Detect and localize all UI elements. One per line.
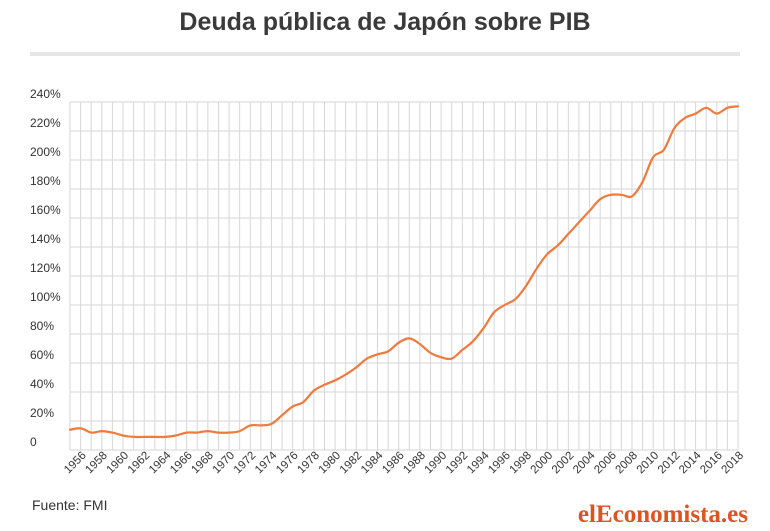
x-tick-label: 1996 bbox=[486, 450, 513, 477]
y-tick-label: 240% bbox=[30, 87, 61, 101]
y-tick-label: 100% bbox=[30, 290, 61, 304]
chart-title: Deuda pública de Japón sobre PIB bbox=[179, 8, 591, 36]
x-tick-label: 1998 bbox=[507, 450, 534, 477]
x-tick-label: 1960 bbox=[105, 450, 132, 477]
x-tick-label: 1956 bbox=[62, 450, 89, 477]
source-note: Fuente: FMI bbox=[32, 497, 108, 513]
y-tick-label: 160% bbox=[30, 203, 61, 217]
y-tick-label: 0 bbox=[30, 435, 37, 449]
x-tick-label: 1990 bbox=[423, 450, 450, 477]
x-tick-label: 2010 bbox=[635, 450, 662, 477]
x-tick-label: 1980 bbox=[317, 450, 344, 477]
x-tick-label: 1994 bbox=[465, 449, 492, 476]
x-tick-label: 1974 bbox=[253, 449, 280, 476]
x-tick-label: 1962 bbox=[126, 450, 153, 477]
x-tick-label: 1964 bbox=[147, 449, 174, 476]
y-tick-label: 180% bbox=[30, 174, 61, 188]
debt-series-line bbox=[68, 105, 740, 439]
x-tick-label: 2018 bbox=[720, 450, 747, 477]
x-tick-label: 1972 bbox=[232, 450, 259, 477]
x-axis-ticks: 1956195819601962196419661968197019721974… bbox=[62, 449, 746, 476]
y-tick-label: 40% bbox=[30, 377, 54, 391]
x-tick-label: 2004 bbox=[571, 449, 598, 476]
x-tick-label: 2008 bbox=[614, 450, 641, 477]
x-tick-label: 1986 bbox=[380, 450, 407, 477]
x-tick-label: 1958 bbox=[83, 450, 110, 477]
x-tick-label: 1978 bbox=[295, 450, 322, 477]
y-tick-label: 120% bbox=[30, 261, 61, 275]
x-tick-label: 2014 bbox=[677, 449, 704, 476]
x-tick-label: 1982 bbox=[338, 450, 365, 477]
x-tick-label: 1970 bbox=[211, 450, 238, 477]
x-tick-label: 1968 bbox=[189, 450, 216, 477]
y-axis-ticks: 0 20% 40% 60% 80% 100% 120% 140% 160% 180% 200% 220… bbox=[30, 87, 61, 449]
x-tick-label: 2012 bbox=[656, 450, 683, 477]
x-tick-label: 1984 bbox=[359, 449, 386, 476]
y-tick-label: 80% bbox=[30, 319, 54, 333]
y-tick-label: 140% bbox=[30, 232, 61, 246]
series-layer bbox=[68, 105, 740, 439]
title-divider bbox=[30, 52, 740, 56]
x-tick-label: 1966 bbox=[168, 450, 195, 477]
brand-logo: elEconomista.es bbox=[577, 501, 748, 528]
y-tick-label: 220% bbox=[30, 116, 61, 130]
grid-lines bbox=[69, 101, 739, 451]
y-tick-label: 20% bbox=[30, 406, 54, 420]
x-tick-label: 2016 bbox=[698, 450, 725, 477]
y-tick-label: 200% bbox=[30, 145, 61, 159]
x-tick-label: 2006 bbox=[592, 450, 619, 477]
x-tick-label: 1976 bbox=[274, 450, 301, 477]
x-tick-label: 2002 bbox=[550, 450, 577, 477]
y-tick-label: 60% bbox=[30, 348, 54, 362]
x-tick-label: 1988 bbox=[401, 450, 428, 477]
x-tick-label: 2000 bbox=[529, 450, 556, 477]
x-tick-label: 1992 bbox=[444, 450, 471, 477]
